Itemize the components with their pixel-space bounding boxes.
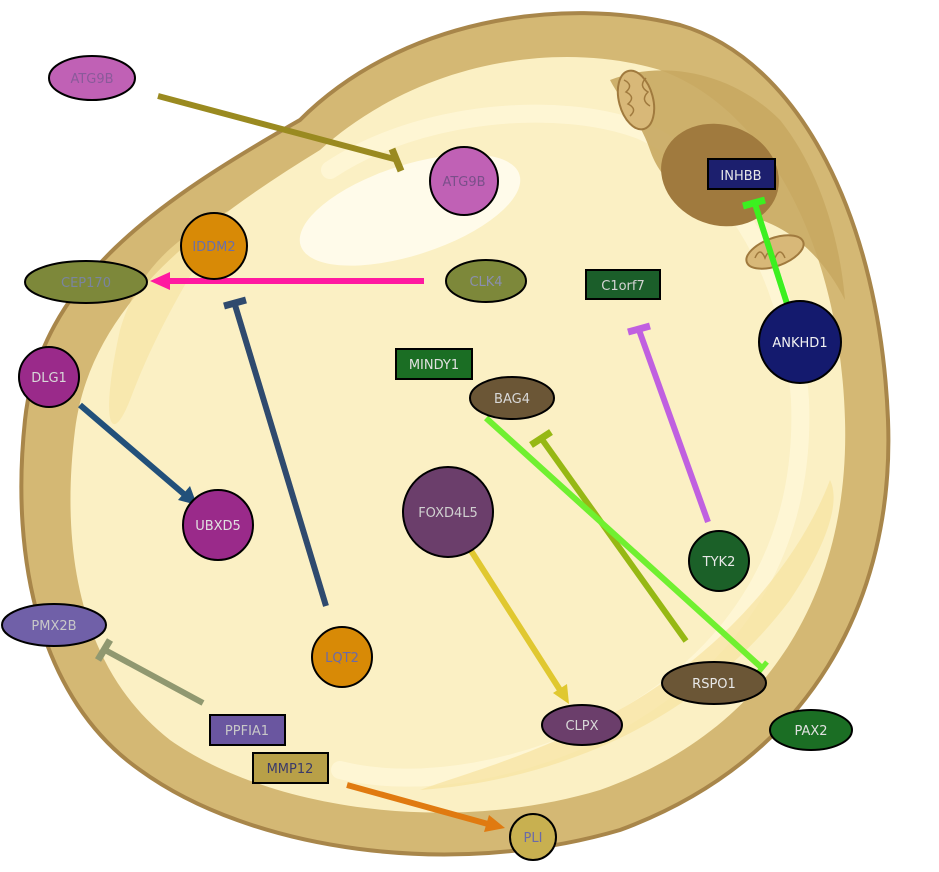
cytoplasm-shadow [109, 210, 230, 425]
node-label: PPFIA1 [225, 724, 269, 739]
node-label: FOXD4L5 [418, 506, 478, 521]
node-ubxd5[interactable]: UBXD5 [182, 489, 254, 561]
node-label: PAX2 [794, 724, 827, 739]
node-tyk2[interactable]: TYK2 [688, 530, 750, 592]
node-label: TYK2 [702, 555, 736, 570]
node-mindy1[interactable]: MINDY1 [395, 348, 473, 380]
node-label: MMP12 [267, 762, 314, 777]
node-pli[interactable]: PLI [509, 813, 557, 861]
node-label: UBXD5 [195, 519, 241, 534]
edge-ppfia1-pmx2b [94, 638, 205, 706]
node-label: PLI [524, 831, 543, 846]
edge-ankhd1-inhbb [742, 196, 793, 314]
node-label: C1orf7 [601, 279, 645, 294]
node-pax2[interactable]: PAX2 [769, 709, 853, 751]
node-label: PMX2B [31, 619, 76, 634]
node-ankhd1[interactable]: ANKHD1 [758, 300, 842, 384]
node-clk4[interactable]: CLK4 [445, 259, 527, 303]
node-lqt2[interactable]: LQT2 [311, 626, 373, 688]
node-label: MINDY1 [409, 358, 459, 373]
edge-lqt2-iddm2 [223, 296, 329, 607]
node-atg9b[interactable]: ATG9B [48, 55, 136, 101]
node-label: ATG9B [70, 72, 113, 87]
cytoplasm-shadow-lower [420, 480, 834, 790]
edge-foxd4l5-clpx [465, 544, 569, 704]
nodes: ATG9B ATG9B IDDM2 CEP170 CLK4 C1orf7 INH… [1, 55, 853, 861]
mitochondrion-cristae [623, 77, 651, 117]
cell-illustration [19, 11, 891, 857]
edge-mmp12-pli [346, 782, 505, 832]
edge-clk4-cep170 [150, 272, 424, 290]
edges [78, 93, 793, 832]
node-label: DLG1 [31, 371, 67, 386]
node-label: CLK4 [469, 275, 502, 290]
cell-cytoplasm [70, 56, 846, 813]
node-label: RSPO1 [692, 677, 736, 692]
node-label: IDDM2 [192, 240, 235, 255]
node-ppfia1[interactable]: PPFIA1 [209, 714, 286, 746]
node-dlg1[interactable]: DLG1 [18, 346, 80, 408]
edge-rspo1-bag4 [529, 429, 689, 643]
node-atg9b-2[interactable]: ATG9B [429, 146, 499, 216]
node-label: CEP170 [61, 276, 111, 291]
node-clpx[interactable]: CLPX [541, 704, 623, 746]
edge-tyk2-c1orf7 [627, 322, 711, 524]
mitochondrion-icon-2 [745, 234, 805, 270]
mitochondrion-icon [616, 69, 656, 131]
node-label: LQT2 [325, 651, 359, 666]
node-label: ANKHD1 [772, 336, 827, 351]
node-label: INHBB [720, 169, 761, 184]
node-pmx2b[interactable]: PMX2B [1, 603, 107, 647]
node-label: ATG9B [442, 175, 485, 190]
node-foxd4l5[interactable]: FOXD4L5 [402, 466, 494, 558]
node-cep170[interactable]: CEP170 [24, 260, 148, 304]
node-label: CLPX [565, 719, 598, 734]
node-iddm2[interactable]: IDDM2 [180, 212, 248, 280]
node-inhbb[interactable]: INHBB [707, 158, 776, 190]
edge-atg9b-atg9b [157, 93, 405, 173]
node-rspo1[interactable]: RSPO1 [661, 661, 767, 705]
node-mmp12[interactable]: MMP12 [252, 752, 329, 784]
node-label: BAG4 [494, 392, 530, 407]
node-bag4[interactable]: BAG4 [469, 376, 555, 420]
node-c1orf7[interactable]: C1orf7 [585, 269, 661, 300]
